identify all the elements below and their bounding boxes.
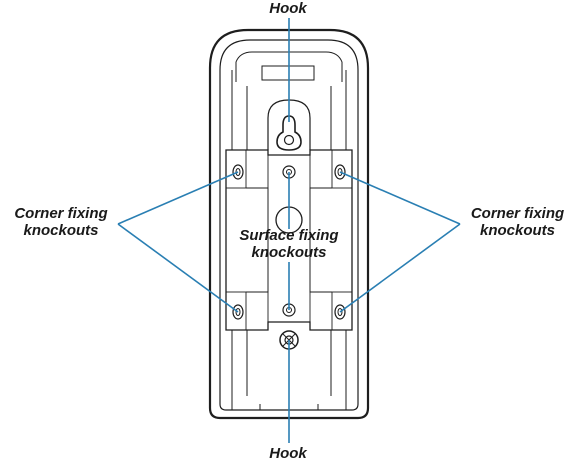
callout-corner-right-top <box>339 171 461 225</box>
plate-left-upper <box>225 149 247 189</box>
label-surface-line1: Surface fixing <box>239 227 339 244</box>
top-slot <box>261 65 315 81</box>
label-corner-right: Corner fixing knockouts <box>458 205 577 239</box>
label-hook-bottom: Hook <box>269 445 307 462</box>
label-surface: Surface fixing knockouts <box>224 227 354 261</box>
plate-right-upper <box>331 149 353 189</box>
callout-corner-left-top <box>117 171 239 225</box>
label-corner-left-line2: knockouts <box>23 222 99 239</box>
callout-corner-left-bottom <box>117 223 239 313</box>
plate-left-lower <box>225 291 247 331</box>
bottom-foot-right <box>317 400 347 411</box>
label-corner-left: Corner fixing knockouts <box>0 205 122 239</box>
label-corner-right-line1: Corner fixing <box>470 205 565 222</box>
corner-knockout-bottom-left <box>232 304 244 320</box>
callout-corner-right-bottom <box>339 223 461 313</box>
label-corner-left-line1: Corner fixing <box>14 205 108 222</box>
label-hook-top: Hook <box>269 0 307 17</box>
label-surface-line2: knockouts <box>251 244 327 261</box>
corner-knockout-bottom-right <box>334 304 346 320</box>
label-corner-right-line2: knockouts <box>479 222 555 239</box>
bottom-foot-left <box>231 400 261 411</box>
plate-right-lower <box>331 291 353 331</box>
